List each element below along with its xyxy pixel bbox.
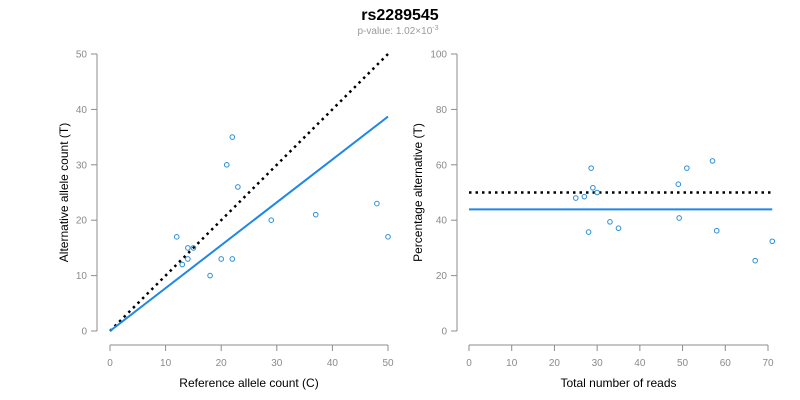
y-tick-label: 10	[76, 271, 88, 282]
data-point	[676, 215, 682, 221]
data-point	[235, 184, 241, 190]
x-axis-label: Total number of reads	[560, 376, 676, 390]
reference-line	[109, 53, 389, 332]
subtitle-exponent: -3	[432, 25, 438, 32]
data-point	[615, 225, 622, 232]
data-point	[590, 184, 596, 191]
data-point	[207, 272, 213, 279]
data-point	[173, 234, 180, 240]
data-point	[713, 227, 720, 234]
data-point	[374, 200, 380, 207]
x-tick-label: 10	[160, 358, 172, 369]
x-tick-label: 50	[677, 358, 689, 369]
x-tick-label: 40	[634, 358, 646, 369]
scatter-panel-percentage: 0 10 20 30 40 50 60 70 0 20 40 60 80 100 Total number …	[411, 50, 776, 390]
data-point	[684, 165, 690, 171]
y-tick-label: 60	[436, 160, 448, 171]
data-point	[229, 256, 236, 262]
data-point	[185, 256, 191, 262]
data-point	[229, 134, 236, 140]
data-point	[594, 189, 600, 196]
x-tick-label: 20	[216, 358, 228, 369]
y-tick-label: 20	[76, 216, 88, 227]
chart-subtitle: p-value: 1.02×10-3	[357, 25, 438, 37]
x-axis-label: Reference allele count (C)	[179, 376, 318, 390]
data-point	[190, 245, 197, 251]
x-tick-label: 40	[327, 358, 339, 369]
data-point	[607, 219, 613, 225]
y-tick-label: 0	[441, 327, 447, 338]
data-point	[588, 165, 594, 171]
chart-title: rs2289545	[361, 7, 439, 24]
x-tick-label: 0	[466, 358, 472, 369]
y-tick-label: 0	[81, 327, 87, 338]
data-point	[769, 238, 776, 245]
y-tick-label: 40	[436, 216, 448, 227]
data-point	[572, 195, 579, 201]
y-axis-label: Alternative allele count (T)	[57, 123, 71, 262]
data-point	[385, 234, 391, 240]
y-tick-label: 30	[76, 160, 88, 171]
x-tick-label: 0	[107, 358, 113, 369]
data-point	[312, 211, 319, 218]
fit-line	[109, 115, 389, 332]
subtitle-prefix: p-value: 1.02×10	[357, 26, 432, 37]
data-point	[185, 245, 191, 251]
x-tick-label: 50	[382, 358, 394, 369]
data-point	[223, 162, 230, 168]
y-axis-label: Percentage alternative (T)	[411, 123, 425, 262]
x-tick-label: 30	[271, 358, 283, 369]
y-tick-label: 20	[436, 271, 448, 282]
scatter-panel-counts: 0 10 20 30 40 50 0 10 20 30 40 50 Reference allele c…	[57, 50, 394, 391]
y-tick-label: 80	[436, 105, 448, 116]
x-tick-label: 10	[506, 358, 518, 369]
x-tick-label: 20	[549, 358, 561, 369]
data-point	[179, 261, 186, 268]
data-point	[218, 256, 224, 262]
y-tick-label: 100	[430, 50, 447, 61]
data-point	[675, 181, 682, 187]
x-tick-label: 60	[720, 358, 732, 369]
data-point	[268, 217, 275, 223]
y-tick-label: 50	[76, 50, 88, 61]
x-tick-label: 30	[592, 358, 604, 369]
y-tick-label: 40	[76, 105, 88, 116]
data-point	[752, 257, 758, 264]
x-tick-label: 70	[762, 358, 774, 369]
data-point	[581, 193, 588, 200]
data-point	[709, 158, 716, 164]
data-point	[585, 229, 592, 235]
